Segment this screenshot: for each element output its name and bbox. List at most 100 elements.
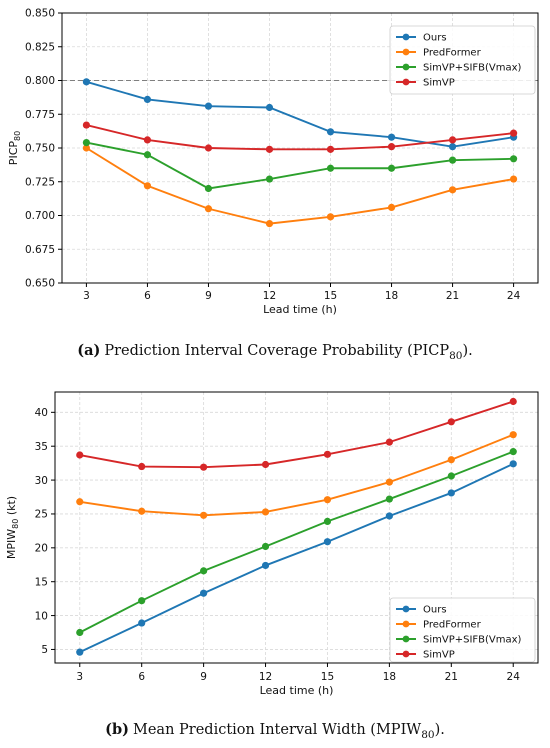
caption-text-end: ). xyxy=(435,722,445,738)
data-point xyxy=(143,182,152,190)
y-tick-label: 15 xyxy=(35,576,48,588)
data-point xyxy=(323,538,332,546)
legend-swatch-marker xyxy=(402,605,410,613)
legend-swatch-marker xyxy=(402,48,410,56)
x-tick-label: 21 xyxy=(446,290,459,302)
data-point xyxy=(323,450,332,458)
series-line-0 xyxy=(86,80,514,148)
y-axis-label: MPIW80 (kt) xyxy=(5,496,20,559)
y-tick-label: 0.750 xyxy=(25,143,55,155)
data-point xyxy=(448,143,457,151)
data-point xyxy=(200,589,208,597)
data-point xyxy=(138,462,146,471)
data-point xyxy=(326,213,335,221)
figure-caption: (b) Mean Prediction Interval Width (MPIW8… xyxy=(105,721,445,741)
data-point xyxy=(509,448,517,456)
y-tick-label: 40 xyxy=(35,407,48,419)
legend-entry-label: SimVP xyxy=(423,78,455,89)
data-point xyxy=(447,489,455,497)
data-point xyxy=(385,495,393,503)
caption-label: (a) xyxy=(77,342,100,359)
y-axis-label-main: MPIW xyxy=(5,529,18,559)
caption-subscript: 80 xyxy=(449,350,462,362)
y-axis-label-subscript: 80 xyxy=(13,131,22,141)
data-point xyxy=(447,418,455,426)
legend-entry-label: SimVP xyxy=(423,650,455,661)
legend-swatch-marker xyxy=(402,33,410,41)
x-tick-label: 24 xyxy=(507,290,521,302)
legend-swatch-marker xyxy=(402,63,410,71)
data-point xyxy=(448,186,457,194)
data-point xyxy=(326,164,335,172)
y-tick-label: 0.675 xyxy=(25,244,55,256)
y-axis-label-unit: (kt) xyxy=(5,496,18,519)
data-point xyxy=(509,155,518,163)
figure-caption: (a) Prediction Interval Coverage Probabil… xyxy=(77,342,473,362)
data-point xyxy=(82,121,91,129)
legend-entry-label: PredFormer xyxy=(423,48,482,59)
data-point xyxy=(387,133,396,141)
x-tick-label: 18 xyxy=(383,671,396,683)
legend-entry-label: PredFormer xyxy=(423,620,482,631)
y-tick-label: 0.725 xyxy=(25,176,55,188)
data-point xyxy=(387,164,396,172)
legend-box xyxy=(389,25,536,95)
data-point xyxy=(326,145,335,153)
data-point xyxy=(385,438,393,446)
y-tick-label: 30 xyxy=(35,475,48,487)
y-tick-label: 25 xyxy=(35,509,48,521)
x-tick-label: 12 xyxy=(259,671,272,683)
data-point xyxy=(138,507,146,515)
data-point xyxy=(323,517,332,526)
x-tick-label: 15 xyxy=(321,671,334,683)
y-tick-label: 0.775 xyxy=(25,109,55,121)
data-point xyxy=(261,542,270,551)
data-point xyxy=(387,143,396,151)
chart-panel-a: 3 6 9 12 15 18 21 24 0.650 0.675 0.700 0.725 0.750 0.… xyxy=(7,8,539,362)
data-point xyxy=(76,628,84,637)
data-point xyxy=(82,78,91,86)
data-point xyxy=(143,136,152,144)
legend-entry-label: SimVP+SIFB(Vmax) xyxy=(423,635,522,646)
caption-subscript: 80 xyxy=(421,729,434,741)
legend-entry-label: Ours xyxy=(423,605,447,616)
data-point xyxy=(387,203,396,211)
legend: Ours PredFormer SimVP+SIFB(Vmax) SimVP xyxy=(389,25,536,95)
y-tick-label: 10 xyxy=(35,610,48,622)
data-point xyxy=(82,139,91,147)
chart-panel-b: 3 6 9 12 15 18 21 24 5 10 15 20 25 30 35 40 Lead time (h… xyxy=(5,391,539,741)
series-line-3 xyxy=(86,124,514,151)
data-point xyxy=(448,156,457,164)
x-tick-label: 3 xyxy=(83,290,90,302)
x-tick-label: 9 xyxy=(205,290,212,302)
y-tick-label: 35 xyxy=(35,441,48,453)
y-tick-label: 0.850 xyxy=(25,8,55,20)
y-tick-label: 0.825 xyxy=(25,41,55,53)
data-point xyxy=(143,95,152,103)
x-axis-label: Lead time (h) xyxy=(260,684,334,697)
data-point xyxy=(76,451,84,459)
data-point xyxy=(204,184,213,193)
data-point xyxy=(261,561,270,570)
data-point xyxy=(447,472,455,480)
series-line-2 xyxy=(86,141,514,190)
data-point xyxy=(200,463,208,471)
series-line-1 xyxy=(85,147,514,225)
data-point xyxy=(261,460,270,469)
data-point xyxy=(265,103,274,112)
data-point xyxy=(265,145,274,153)
x-tick-label: 18 xyxy=(385,290,398,302)
series-line-3 xyxy=(79,400,514,469)
data-point xyxy=(138,619,146,627)
data-point xyxy=(509,397,517,406)
data-point xyxy=(447,456,455,464)
caption-label: (b) xyxy=(105,721,129,738)
y-axis-label-main: PICP xyxy=(7,141,20,166)
legend-swatch-marker xyxy=(402,650,410,658)
legend-entry-label: SimVP+SIFB(Vmax) xyxy=(423,63,522,74)
x-tick-label: 12 xyxy=(263,290,276,302)
data-point xyxy=(200,511,208,519)
data-point xyxy=(265,220,274,228)
y-tick-label: 0.700 xyxy=(25,210,55,222)
